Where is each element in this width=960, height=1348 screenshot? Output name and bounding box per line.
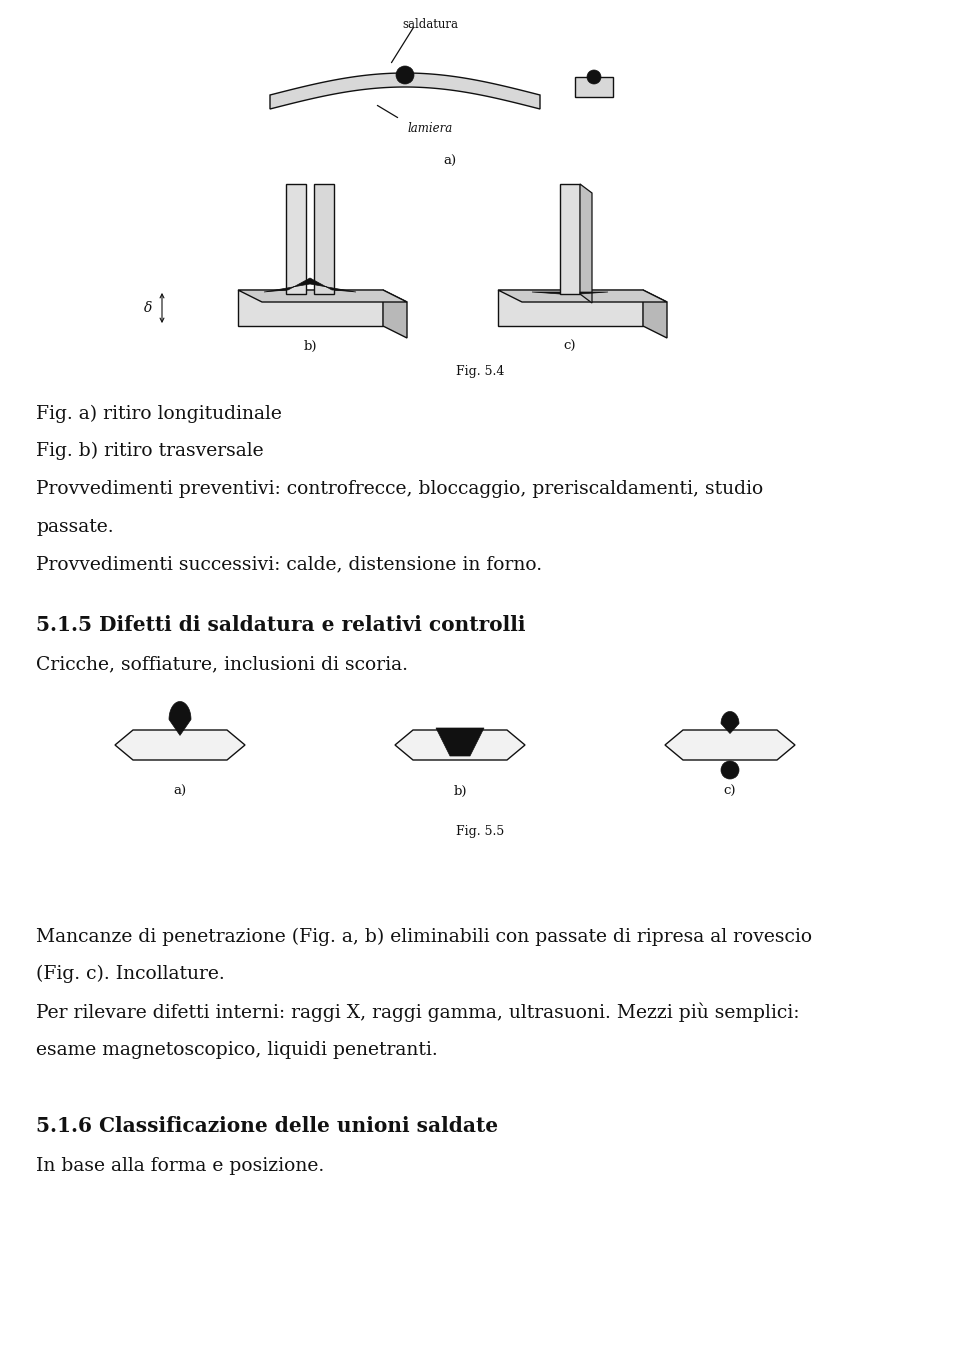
Bar bbox=[286, 183, 306, 294]
Polygon shape bbox=[532, 293, 560, 294]
Text: passate.: passate. bbox=[36, 518, 114, 535]
Text: Per rilevare difetti interni: raggi X, raggi gamma, ultrasuoni. Mezzi più sempli: Per rilevare difetti interni: raggi X, r… bbox=[36, 1003, 800, 1022]
Bar bbox=[238, 290, 383, 326]
Polygon shape bbox=[383, 290, 407, 338]
Polygon shape bbox=[498, 290, 667, 302]
Polygon shape bbox=[436, 728, 484, 756]
Text: c): c) bbox=[564, 340, 576, 353]
Text: lamiera: lamiera bbox=[407, 123, 452, 135]
Polygon shape bbox=[115, 731, 245, 760]
Polygon shape bbox=[264, 278, 356, 293]
Circle shape bbox=[721, 762, 739, 779]
Text: c): c) bbox=[724, 785, 736, 798]
Text: esame magnetoscopico, liquidi penetranti.: esame magnetoscopico, liquidi penetranti… bbox=[36, 1041, 438, 1058]
Text: In base alla forma e posizione.: In base alla forma e posizione. bbox=[36, 1157, 324, 1174]
Bar bbox=[560, 183, 580, 294]
Text: b): b) bbox=[453, 785, 467, 798]
Polygon shape bbox=[721, 712, 739, 733]
Text: δ: δ bbox=[144, 301, 153, 315]
Polygon shape bbox=[665, 731, 795, 760]
Text: 5.1.5 Difetti di saldatura e relativi controlli: 5.1.5 Difetti di saldatura e relativi co… bbox=[36, 615, 526, 635]
Text: Provvedimenti preventivi: controfrecce, bloccaggio, preriscaldamenti, studio: Provvedimenti preventivi: controfrecce, … bbox=[36, 480, 764, 497]
Text: Mancanze di penetrazione (Fig. a, b) eliminabili con passate di ripresa al roves: Mancanze di penetrazione (Fig. a, b) eli… bbox=[36, 927, 812, 946]
Text: Provvedimenti successivi: calde, distensione in forno.: Provvedimenti successivi: calde, distens… bbox=[36, 555, 542, 573]
Text: a): a) bbox=[174, 785, 186, 798]
Polygon shape bbox=[395, 731, 525, 760]
Polygon shape bbox=[270, 73, 540, 109]
Polygon shape bbox=[580, 293, 608, 294]
Polygon shape bbox=[238, 290, 407, 302]
Polygon shape bbox=[580, 183, 592, 303]
Bar bbox=[575, 77, 613, 97]
Text: a): a) bbox=[444, 155, 457, 168]
Circle shape bbox=[396, 66, 414, 84]
Text: Fig. a) ritiro longitudinale: Fig. a) ritiro longitudinale bbox=[36, 404, 282, 423]
Text: 5.1.6 Classificazione delle unioni saldate: 5.1.6 Classificazione delle unioni salda… bbox=[36, 1116, 498, 1136]
Circle shape bbox=[587, 70, 601, 84]
Text: Cricche, soffiature, inclusioni di scoria.: Cricche, soffiature, inclusioni di scori… bbox=[36, 655, 409, 673]
Polygon shape bbox=[169, 701, 191, 736]
Text: saldatura: saldatura bbox=[402, 18, 458, 31]
Text: Fig. 5.5: Fig. 5.5 bbox=[456, 825, 504, 838]
Text: Fig. b) ritiro trasversale: Fig. b) ritiro trasversale bbox=[36, 442, 264, 461]
Text: b): b) bbox=[303, 340, 317, 353]
Text: (Fig. c). Incollature.: (Fig. c). Incollature. bbox=[36, 965, 226, 984]
Polygon shape bbox=[643, 290, 667, 338]
Bar bbox=[314, 183, 334, 294]
Text: Fig. 5.4: Fig. 5.4 bbox=[456, 365, 504, 377]
Bar bbox=[498, 290, 643, 326]
